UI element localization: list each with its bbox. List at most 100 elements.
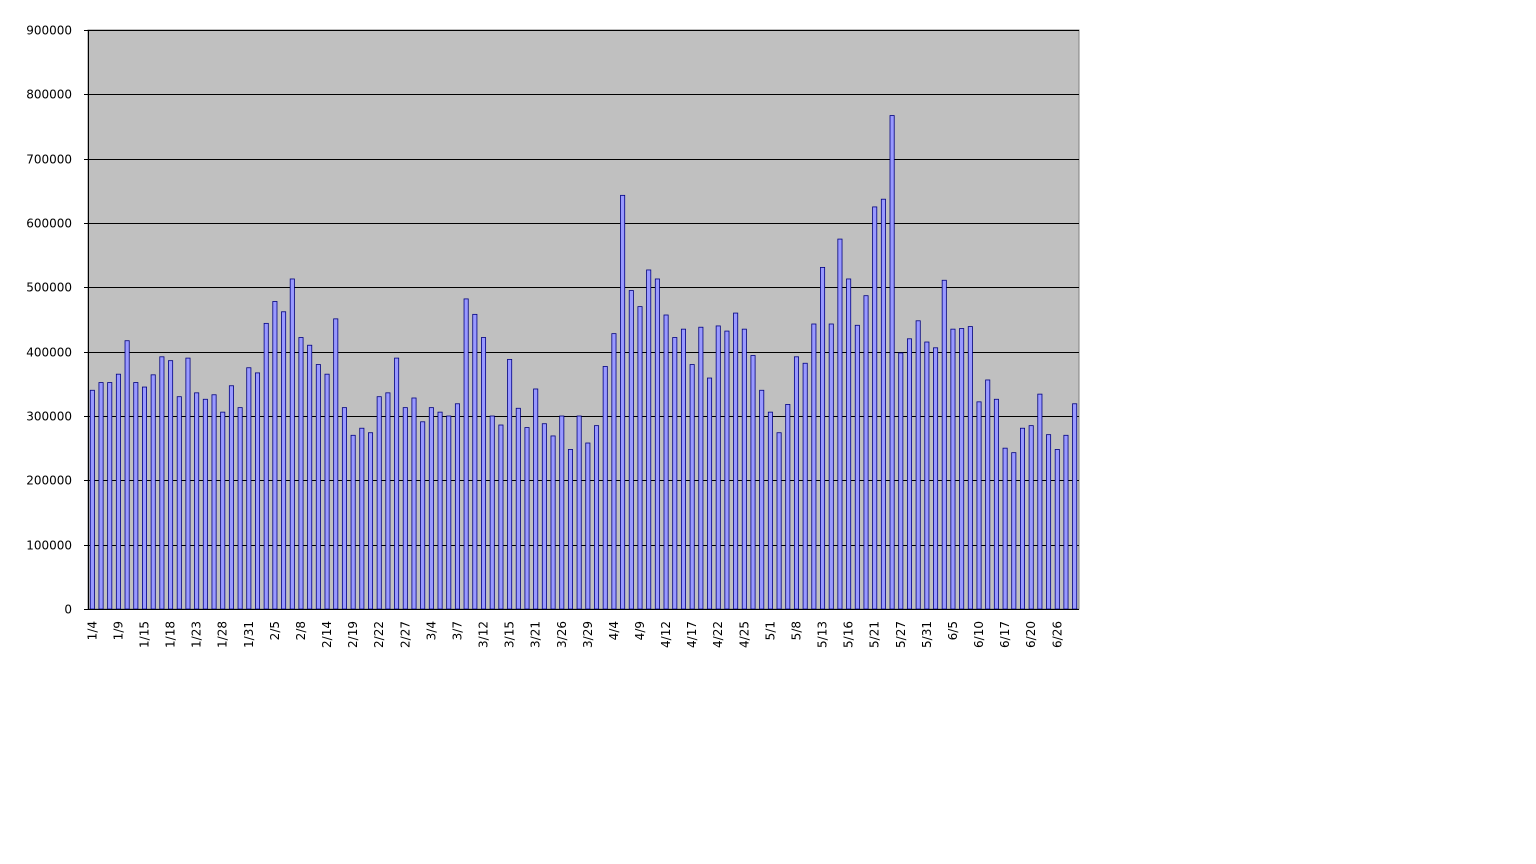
y-tick-label: 700000 xyxy=(26,153,72,167)
bar xyxy=(689,364,695,610)
x-tick-label: 1/15 xyxy=(138,621,152,648)
bar xyxy=(880,198,886,610)
x-tick-label: 5/27 xyxy=(894,621,908,648)
bar xyxy=(672,337,678,610)
bar xyxy=(541,423,547,610)
x-axis-ticks: 1/4 1/9 1/15 1/18 1/23 1/28 1/31 2/5 2/8 2/14 2/19… xyxy=(85,621,1064,648)
bar xyxy=(368,432,374,610)
plot-area xyxy=(87,29,1080,610)
x-tick-label: 6/26 xyxy=(1050,621,1064,648)
bar xyxy=(394,357,400,610)
bar xyxy=(341,407,347,610)
y-tick-label: 600000 xyxy=(26,217,72,231)
bar xyxy=(837,238,843,610)
x-tick-label: 5/31 xyxy=(920,621,934,648)
bar xyxy=(255,372,261,610)
x-tick-label: 4/17 xyxy=(685,621,699,648)
bar xyxy=(420,421,426,610)
bar xyxy=(194,392,200,610)
bar xyxy=(680,328,686,610)
bar xyxy=(515,407,521,610)
bar xyxy=(124,340,130,610)
y-tick-label: 800000 xyxy=(26,88,72,102)
bar xyxy=(559,415,565,610)
bar xyxy=(941,279,947,610)
bar xyxy=(272,301,278,610)
bar xyxy=(663,314,669,610)
bar xyxy=(793,356,799,610)
bar xyxy=(863,295,869,610)
x-tick-label: 1/9 xyxy=(111,621,125,640)
y-tick-label: 900000 xyxy=(26,24,72,38)
x-tick-label: 4/12 xyxy=(659,621,673,648)
bar xyxy=(454,403,460,610)
bar xyxy=(959,328,965,610)
bar xyxy=(237,407,243,610)
bar xyxy=(733,312,739,610)
x-tick-label: 3/12 xyxy=(477,621,491,648)
bar xyxy=(872,206,878,610)
bar xyxy=(159,356,165,610)
x-tick-label: 2/19 xyxy=(346,621,360,648)
x-tick-label: 2/8 xyxy=(294,621,308,640)
bar xyxy=(646,269,652,610)
x-tick-label: 5/1 xyxy=(763,621,777,640)
bar xyxy=(481,337,487,610)
x-tick-label: 3/21 xyxy=(529,621,543,648)
bar xyxy=(307,344,313,610)
bar xyxy=(428,407,434,610)
y-tick-label: 0 xyxy=(64,603,72,617)
x-tick-label: 3/7 xyxy=(450,621,464,640)
x-tick-label: 3/15 xyxy=(503,621,517,648)
bar xyxy=(898,352,904,610)
bar xyxy=(802,362,808,610)
bar xyxy=(359,427,365,610)
bar xyxy=(550,435,556,610)
x-tick-label: 5/13 xyxy=(816,621,830,648)
bars xyxy=(89,115,1078,610)
x-tick-label: 6/10 xyxy=(972,621,986,648)
bar xyxy=(976,401,982,610)
bar xyxy=(854,324,860,610)
bar xyxy=(933,347,939,610)
y-tick-label: 100000 xyxy=(26,539,72,553)
bar xyxy=(785,404,791,610)
bar xyxy=(385,392,391,610)
x-tick-label: 4/25 xyxy=(737,621,751,648)
x-tick-label: 3/29 xyxy=(581,621,595,648)
x-tick-label: 2/27 xyxy=(398,621,412,648)
bar xyxy=(185,357,191,610)
y-axis-ticks: 0 100000 200000 300000 400000 500000 600000 700… xyxy=(26,24,88,617)
bar xyxy=(446,415,452,610)
bar xyxy=(324,373,330,610)
bar xyxy=(1028,425,1034,610)
bar xyxy=(141,386,147,610)
bar xyxy=(463,298,469,610)
bar xyxy=(98,382,104,610)
bar xyxy=(246,367,252,610)
bar xyxy=(707,377,713,610)
bar xyxy=(567,449,573,610)
bar xyxy=(533,388,539,610)
y-tick-label: 200000 xyxy=(26,474,72,488)
bar xyxy=(950,328,956,610)
x-tick-label: 2/5 xyxy=(268,621,282,640)
bar xyxy=(472,313,478,610)
bar xyxy=(750,355,756,610)
bar xyxy=(263,322,269,610)
x-tick-label: 5/8 xyxy=(789,621,803,640)
x-tick-label: 3/4 xyxy=(424,621,438,640)
bar xyxy=(150,374,156,610)
bar xyxy=(576,415,582,610)
bar xyxy=(1037,393,1043,610)
bar xyxy=(585,442,591,610)
bar xyxy=(298,337,304,610)
bar xyxy=(811,323,817,610)
x-tick-label: 1/28 xyxy=(216,621,230,648)
bar xyxy=(1002,447,1008,610)
bar xyxy=(168,360,174,610)
bar xyxy=(985,379,991,610)
bar xyxy=(594,425,600,610)
bar xyxy=(915,320,921,610)
